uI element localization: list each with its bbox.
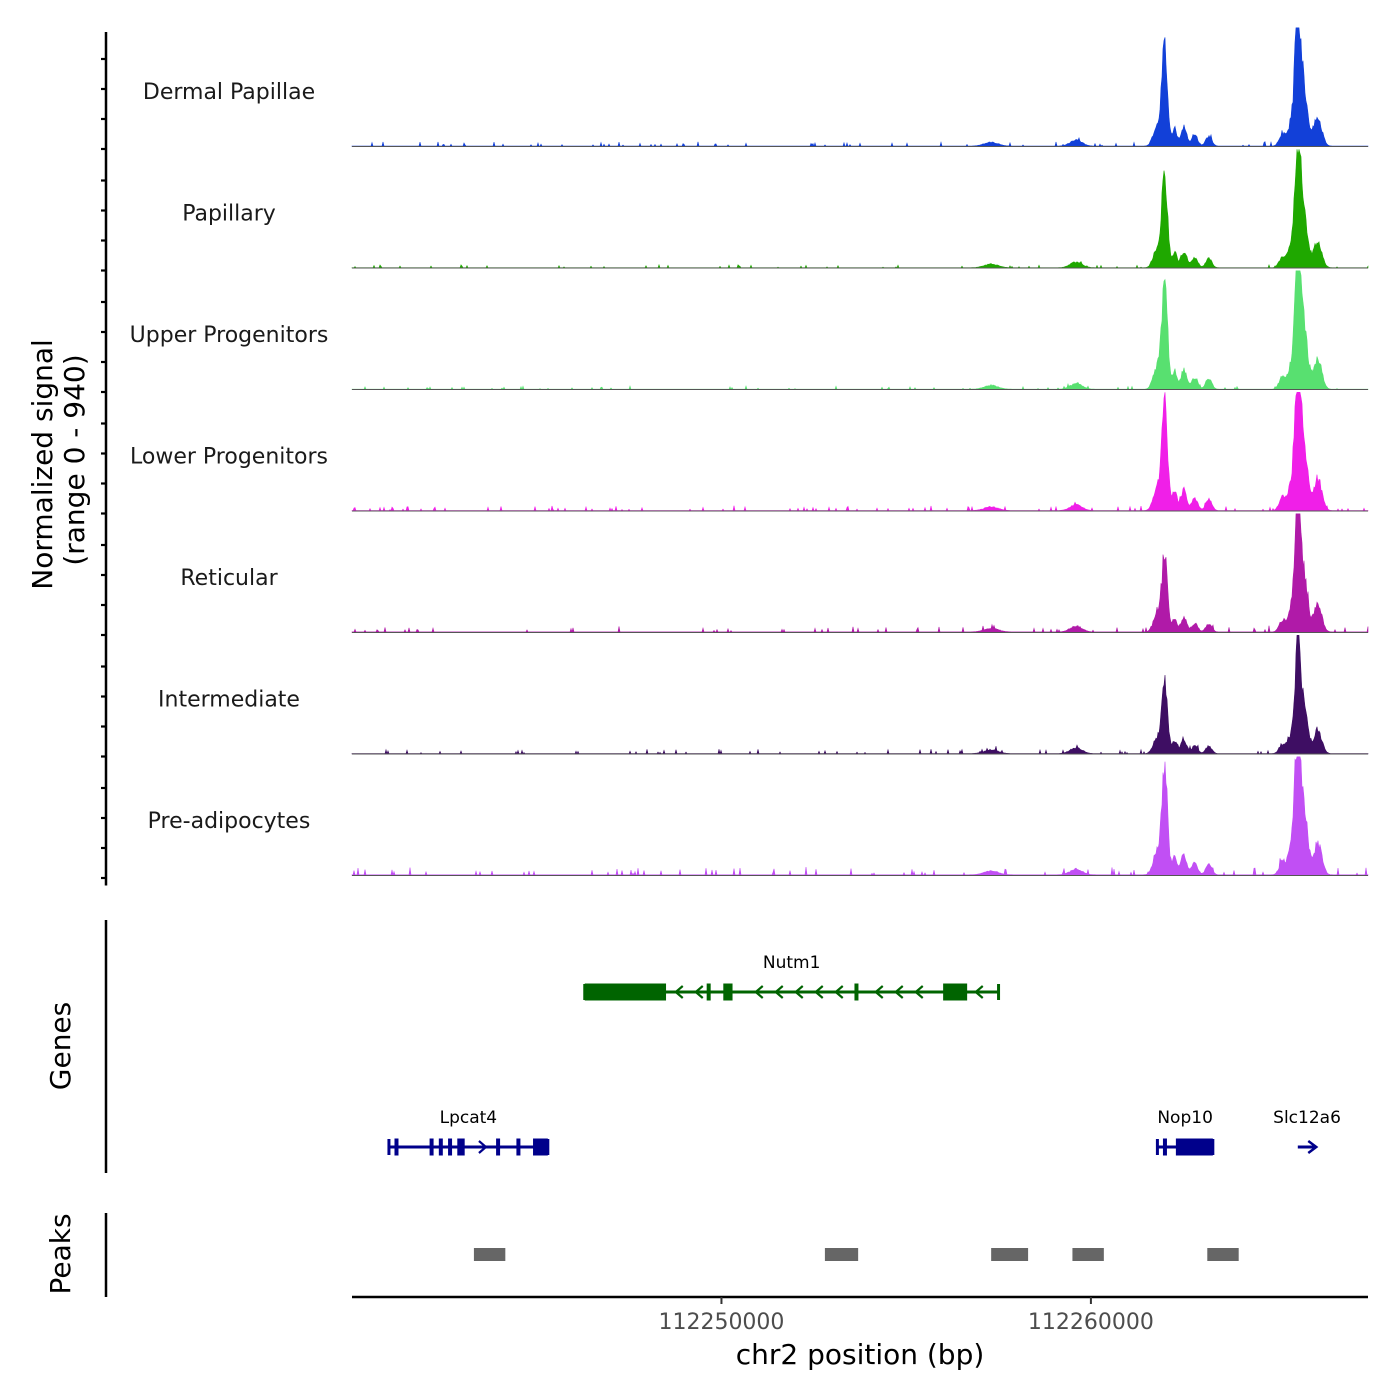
track-label-1: Dermal Papillae	[143, 80, 315, 105]
strand-arrow	[894, 985, 904, 999]
gene-exon	[1162, 1138, 1167, 1156]
coverage-area-7	[351, 756, 1369, 876]
track-label-6: Intermediate	[158, 688, 300, 713]
coverage-track-4: Lower Progenitors	[130, 392, 1369, 512]
strand-arrow	[794, 985, 804, 999]
x-tick-label: 112260000	[1028, 1310, 1154, 1335]
gene-exon	[448, 1138, 453, 1156]
gene-exon	[584, 983, 667, 1001]
gene-nop10: Nop10	[1155, 1108, 1215, 1156]
strand-arrow	[1307, 1140, 1319, 1154]
track-label-3: Upper Progenitors	[130, 323, 329, 348]
gene-label: Nutm1	[763, 953, 821, 973]
strand-arrow	[774, 985, 784, 999]
track-label-7: Pre-adipocytes	[148, 809, 311, 834]
peak-region	[824, 1248, 859, 1261]
gene-exon	[723, 983, 733, 1001]
genes-track: Nutm1 Lpcat4 Nop10 Slc12a6	[104, 920, 1341, 1173]
x-axis-title: chr2 position (bp)	[736, 1338, 985, 1371]
y-axis-title-line2: (range 0 - 940)	[58, 354, 91, 565]
gene-exon	[516, 1138, 521, 1156]
gene-exon	[394, 1138, 399, 1156]
strand-arrow	[874, 985, 884, 999]
coverage-track-6: Intermediate	[158, 635, 1369, 755]
coverage-area-4	[351, 392, 1369, 512]
strand-arrow	[814, 985, 824, 999]
gene-exon	[429, 1138, 434, 1156]
track-label-2: Papillary	[182, 202, 276, 227]
gene-label: Slc12a6	[1273, 1108, 1341, 1128]
track-label-4: Lower Progenitors	[130, 445, 328, 470]
peak-region	[1207, 1248, 1239, 1261]
gene-lpcat4: Lpcat4	[387, 1108, 550, 1156]
gene-nutm1: Nutm1	[583, 953, 1001, 1001]
gene-exon	[943, 983, 968, 1001]
gene-label: Nop10	[1157, 1108, 1213, 1128]
gene-label: Lpcat4	[440, 1108, 498, 1128]
gene-exon	[438, 1138, 443, 1156]
y-axis-title-line1: Normalized signal	[26, 339, 59, 590]
gene-exon	[533, 1138, 548, 1156]
peak-region	[1072, 1248, 1104, 1261]
track-label-5: Reticular	[180, 566, 278, 591]
coverage-area-3	[351, 270, 1369, 391]
coverage-area-1	[351, 27, 1369, 147]
x-tick-label: 112250000	[658, 1310, 784, 1335]
strand-arrow	[478, 1140, 488, 1154]
gene-exon	[457, 1138, 465, 1156]
coverage-tracks: Dermal Papillae Papillary Upper Progenitor…	[130, 27, 1369, 876]
coverage-area-5	[351, 513, 1369, 634]
strand-arrow	[974, 985, 984, 999]
strand-arrow	[674, 985, 684, 999]
peaks-track	[104, 1213, 1239, 1297]
gene-exon	[1175, 1138, 1213, 1156]
coverage-track-3: Upper Progenitors	[130, 270, 1369, 391]
coverage-area-2	[351, 149, 1369, 269]
peak-region	[991, 1248, 1029, 1261]
strand-arrow	[914, 985, 924, 999]
y-axis-title: Normalized signal (range 0 - 940)	[26, 330, 91, 589]
gene-slc12a6: Slc12a6	[1273, 1108, 1341, 1154]
coverage-track-5: Reticular	[180, 513, 1369, 634]
x-axis: 112250000 112260000	[352, 1295, 1368, 1335]
gene-exon	[706, 983, 711, 1001]
coverage-area-6	[351, 635, 1369, 755]
gene-exon	[854, 983, 859, 1001]
coverage-track-2: Papillary	[182, 149, 1369, 269]
strand-arrow	[694, 985, 704, 999]
genes-track-title: Genes	[44, 1002, 77, 1090]
coverage-y-axis	[101, 32, 108, 886]
peak-region	[473, 1248, 506, 1261]
coverage-track-1: Dermal Papillae	[143, 27, 1369, 147]
strand-arrow	[834, 985, 844, 999]
coverage-track-7: Pre-adipocytes	[148, 756, 1369, 876]
gene-exon	[496, 1138, 501, 1156]
peaks-track-title: Peaks	[44, 1213, 77, 1294]
strand-arrow	[754, 985, 764, 999]
